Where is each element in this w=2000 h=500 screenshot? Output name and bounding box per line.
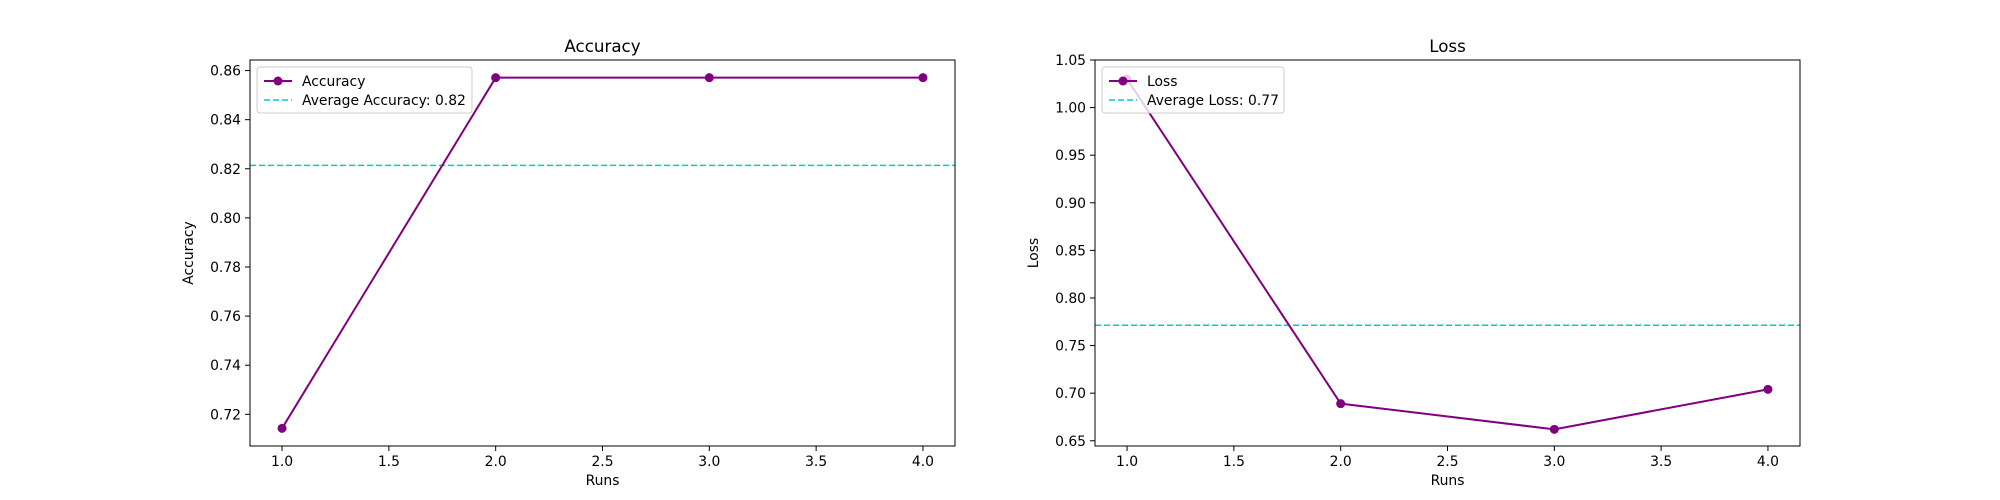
legend-marker-swatch	[1118, 76, 1128, 86]
y-tick-label: 0.90	[1055, 196, 1086, 212]
y-tick-label: 0.74	[210, 358, 241, 374]
legend-label: Average Loss: 0.77	[1147, 93, 1279, 109]
data-point	[1336, 399, 1346, 409]
y-tick-label: 0.85	[1055, 243, 1086, 259]
x-tick-label: 2.5	[1436, 454, 1458, 470]
x-tick-label: 2.0	[485, 454, 507, 470]
series-line	[1126, 78, 1769, 431]
y-tick-label: 0.84	[210, 113, 241, 129]
x-axis-label: Runs	[1431, 473, 1465, 489]
y-tick-label: 0.70	[1055, 386, 1086, 402]
x-tick-label: 3.5	[805, 454, 827, 470]
chart-0: Accuracy 1.0 1.5 2.0 2.5 3.0 3.5 4.0 0.72 0.74 0.7…	[181, 36, 956, 489]
y-axis-label: Accuracy	[181, 221, 197, 284]
y-tick-label: 0.82	[210, 162, 241, 178]
y-tick-label: 0.95	[1055, 148, 1086, 164]
x-tick-label: 1.5	[378, 454, 400, 470]
legend: Loss Average Loss: 0.77	[1101, 66, 1285, 114]
data-point	[1763, 384, 1773, 394]
chart-title: Accuracy	[564, 36, 640, 56]
legend: Accuracy Average Accuracy: 0.82	[256, 66, 473, 114]
x-tick-label: 1.5	[1223, 454, 1245, 470]
y-axis-label: Loss	[1026, 238, 1042, 268]
legend-label: Loss	[1147, 74, 1177, 90]
legend-box	[1101, 66, 1285, 114]
axes-frame	[1094, 59, 1801, 447]
x-tick-label: 3.0	[698, 454, 720, 470]
x-tick-label: 3.5	[1650, 454, 1672, 470]
legend-label: Average Accuracy: 0.82	[302, 93, 466, 109]
legend-label: Accuracy	[302, 74, 365, 90]
axes-frame	[249, 59, 956, 447]
x-axis-label: Runs	[586, 473, 620, 489]
data-point	[491, 73, 501, 83]
y-tick-label: 0.72	[210, 407, 241, 423]
chart-title: Loss	[1429, 36, 1466, 56]
y-tick-label: 0.78	[210, 260, 241, 276]
data-point	[918, 73, 928, 83]
x-tick-label: 1.0	[1116, 454, 1138, 470]
y-tick-label: 0.86	[210, 64, 241, 80]
series-line	[281, 76, 923, 429]
x-tick-label: 2.5	[591, 454, 613, 470]
y-tick-label: 0.80	[210, 211, 241, 227]
y-tick-label: 1.00	[1055, 101, 1086, 117]
x-tick-label: 4.0	[912, 454, 934, 470]
y-tick-label: 0.80	[1055, 291, 1086, 307]
chart-1: Loss 1.0 1.5 2.0 2.5 3.0 3.5 4.0 0.65 0.70 0.75 0.8…	[1026, 36, 1801, 489]
x-tick-label: 4.0	[1757, 454, 1779, 470]
y-tick-label: 0.75	[1055, 339, 1086, 355]
y-tick-label: 1.05	[1055, 53, 1086, 69]
x-tick-label: 3.0	[1543, 454, 1565, 470]
x-tick-label: 1.0	[271, 454, 293, 470]
y-tick-label: 0.65	[1055, 434, 1086, 450]
data-point	[1549, 424, 1559, 434]
data-point	[277, 423, 287, 433]
legend-box	[256, 66, 473, 114]
legend-marker-swatch	[273, 76, 283, 86]
plot-area	[250, 73, 955, 433]
data-point	[704, 73, 714, 83]
y-tick-label: 0.76	[210, 309, 241, 325]
x-tick-label: 2.0	[1330, 454, 1352, 470]
